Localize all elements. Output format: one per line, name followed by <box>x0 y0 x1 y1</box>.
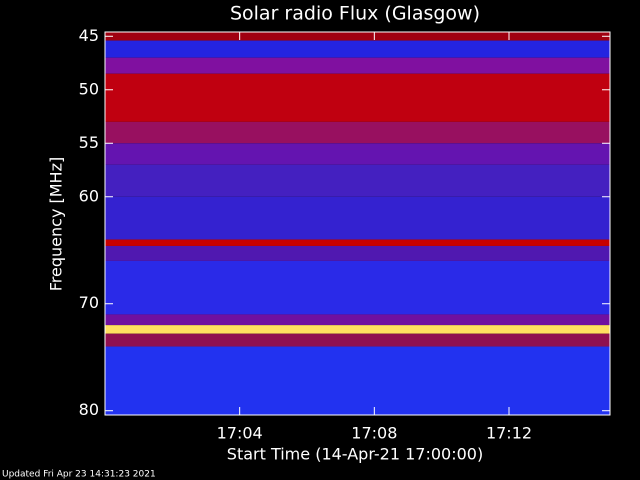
spectrum-band <box>105 143 610 165</box>
y-tick-label: 70 <box>79 293 99 312</box>
spectrum-band <box>105 73 610 122</box>
y-tick-label: 50 <box>79 79 99 98</box>
y-tick-label: 55 <box>79 133 99 152</box>
y-tick-label: 80 <box>79 400 99 419</box>
spectrum-band <box>105 40 610 58</box>
spectrum-band <box>105 57 610 74</box>
spectrum-band <box>105 333 610 347</box>
chart-title: Solar radio Flux (Glasgow) <box>230 3 480 25</box>
spectrum-band <box>105 346 610 415</box>
y-tick-label: 45 <box>79 26 99 45</box>
x-tick-label: 17:08 <box>351 424 397 443</box>
spectrum-band <box>105 314 610 326</box>
x-axis-label: Start Time (14-Apr-21 17:00:00) <box>227 445 483 464</box>
spectrum-band <box>105 239 610 246</box>
x-tick-label: 17:04 <box>217 424 263 443</box>
spectrum-band <box>105 325 610 334</box>
spectrum-band <box>105 245 610 261</box>
spectrum-band <box>105 196 610 240</box>
y-tick-label: 60 <box>79 186 99 205</box>
spectrum-band <box>105 164 610 197</box>
spectrum-band <box>105 260 610 315</box>
plot-frame <box>104 31 611 416</box>
spectrum-band <box>105 32 610 41</box>
y-axis-label: Frequency [MHz] <box>47 157 66 291</box>
footer: Updated Fri Apr 23 14:31:23 2021 <box>2 470 156 480</box>
spectrum-band <box>105 121 610 144</box>
x-tick-label: 17:12 <box>486 424 532 443</box>
